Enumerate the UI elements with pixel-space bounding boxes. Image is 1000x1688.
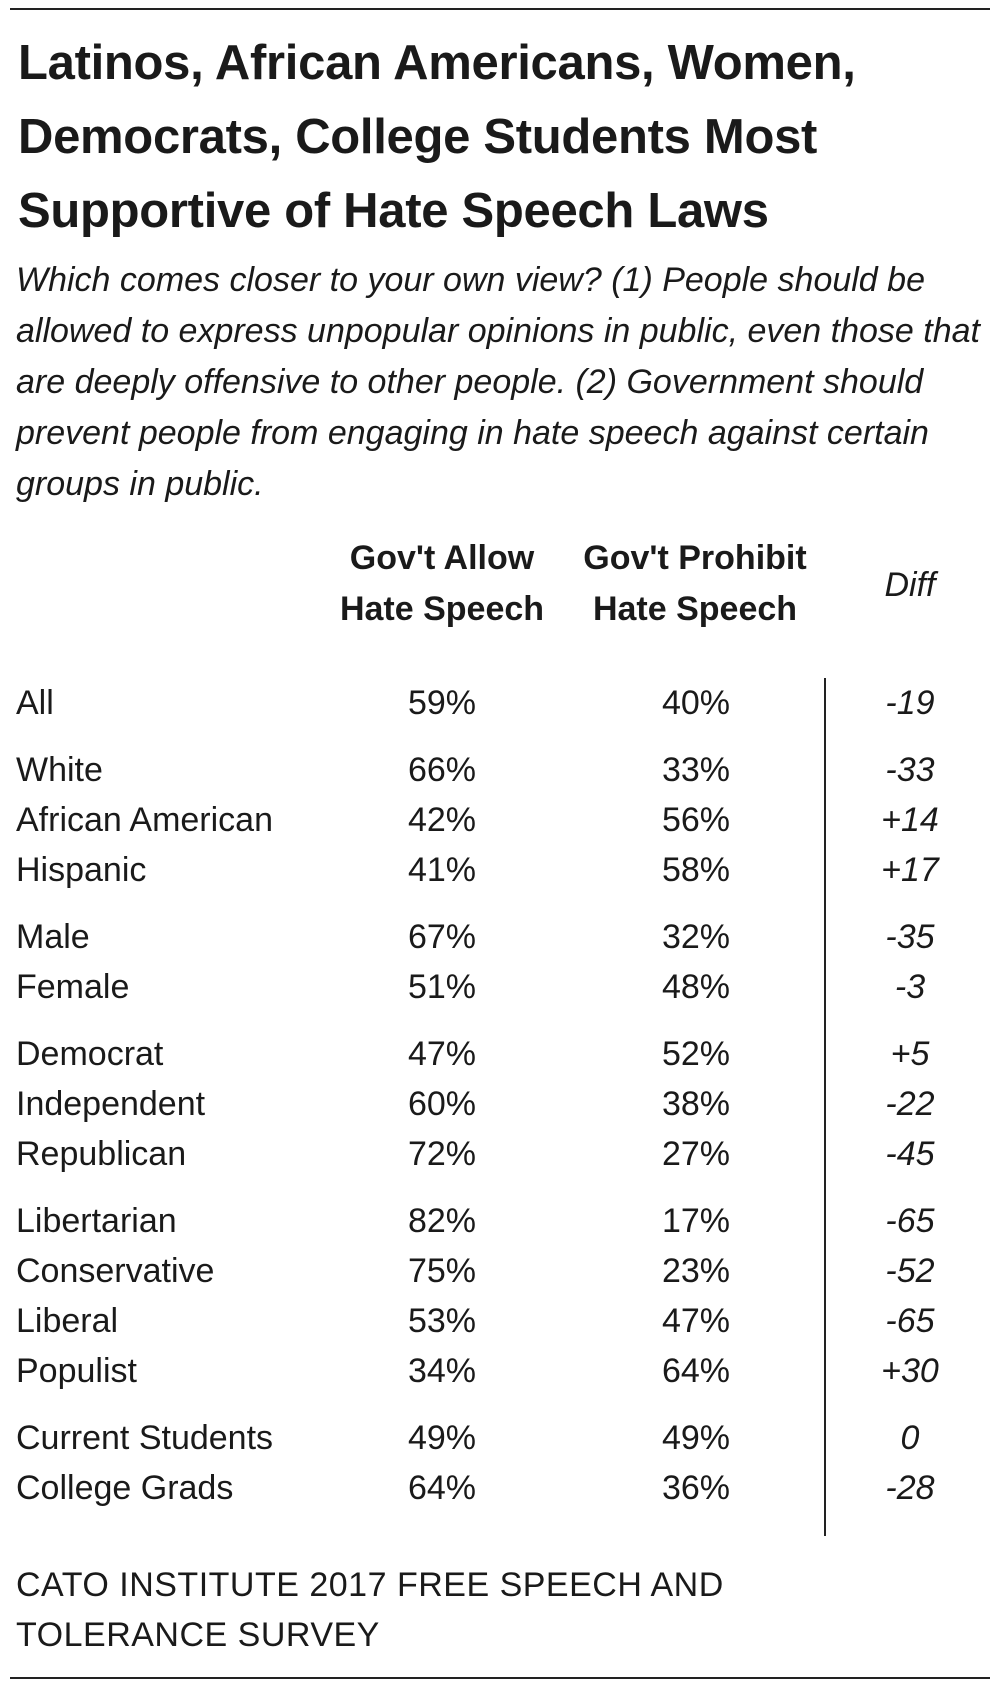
column-header-prohibit-line2: Hate Speech — [592, 590, 798, 628]
allow-value: 60% — [407, 1085, 477, 1123]
allow-value: 66% — [407, 751, 477, 789]
bottom-rule — [10, 1677, 990, 1679]
diff-value: -33 — [885, 751, 935, 789]
diff-value: -35 — [885, 918, 935, 956]
source-note: CATO INSTITUTE 2017 FREE SPEECH AND TOLE… — [16, 1566, 724, 1654]
row-label: Libertarian — [16, 1202, 177, 1240]
prohibit-value: 27% — [661, 1135, 731, 1173]
allow-value: 49% — [407, 1419, 477, 1457]
allow-value: 53% — [407, 1302, 477, 1340]
chart-title: Latinos, African Americans, Women, Democ… — [18, 36, 856, 238]
chart-subtitle: Which comes closer to your own view? (1)… — [16, 261, 980, 503]
prohibit-value: 38% — [661, 1085, 731, 1123]
diff-value: +14 — [881, 801, 939, 839]
prohibit-value: 32% — [661, 918, 731, 956]
allow-value: 82% — [407, 1202, 477, 1240]
column-header-diff: Diff — [884, 566, 936, 604]
table-row: Independent 60% 38% -22 — [0, 1079, 1000, 1129]
row-label: Liberal — [16, 1302, 119, 1340]
table-row: Male 67% 32% -35 — [0, 912, 1000, 962]
prohibit-value: 36% — [661, 1469, 731, 1507]
diff-value: 0 — [900, 1419, 920, 1457]
row-label: Populist — [16, 1352, 137, 1390]
table-row: White 66% 33% -33 — [0, 745, 1000, 795]
diff-value: -52 — [885, 1252, 935, 1290]
row-label: Female — [16, 968, 130, 1006]
row-label: Current Students — [16, 1419, 274, 1457]
diff-value: -19 — [885, 684, 935, 722]
diff-value: +5 — [890, 1035, 930, 1073]
prohibit-value: 23% — [661, 1252, 731, 1290]
top-rule — [10, 8, 990, 10]
prohibit-value: 47% — [661, 1302, 731, 1340]
table-row: All 59% 40% -19 — [0, 678, 1000, 728]
row-label: Conservative — [16, 1252, 215, 1290]
table-row: College Grads 64% 36% -28 — [0, 1463, 1000, 1513]
column-header-allow-line2: Hate Speech — [339, 590, 545, 628]
diff-value: -45 — [885, 1135, 935, 1173]
prohibit-value: 58% — [661, 851, 731, 889]
prohibit-value: 49% — [661, 1419, 731, 1457]
table-row: Libertarian 82% 17% -65 — [0, 1196, 1000, 1246]
allow-value: 75% — [407, 1252, 477, 1290]
diff-value: +30 — [881, 1352, 939, 1390]
allow-value: 42% — [407, 801, 477, 839]
table-row: Populist 34% 64% +30 — [0, 1346, 1000, 1396]
prohibit-value: 52% — [661, 1035, 731, 1073]
diff-value: -22 — [885, 1085, 935, 1123]
column-header-prohibit-line1: Gov't Prohibit — [583, 539, 807, 577]
allow-value: 67% — [407, 918, 477, 956]
column-header-prohibit: Gov't Prohibit Hate Speech — [570, 533, 820, 635]
row-label: Male — [16, 918, 90, 956]
table-row: Liberal 53% 47% -65 — [0, 1296, 1000, 1346]
row-label: White — [16, 751, 103, 789]
allow-value: 47% — [407, 1035, 477, 1073]
table-row: Republican 72% 27% -45 — [0, 1129, 1000, 1179]
prohibit-value: 48% — [661, 968, 731, 1006]
allow-value: 64% — [407, 1469, 477, 1507]
allow-value: 51% — [407, 968, 477, 1006]
prohibit-value: 17% — [661, 1202, 731, 1240]
row-label: College Grads — [16, 1469, 234, 1507]
table-row: Democrat 47% 52% +5 — [0, 1029, 1000, 1079]
column-header-allow: Gov't Allow Hate Speech — [322, 533, 562, 635]
row-label: Hispanic — [16, 851, 147, 889]
table-row: Hispanic 41% 58% +17 — [0, 845, 1000, 895]
row-label: Independent — [16, 1085, 206, 1123]
table-row: Current Students 49% 49% 0 — [0, 1413, 1000, 1463]
diff-value: -28 — [885, 1469, 935, 1507]
diff-value: -3 — [894, 968, 926, 1006]
allow-value: 34% — [407, 1352, 477, 1390]
row-label: All — [16, 684, 54, 722]
diff-value: +17 — [881, 851, 939, 889]
diff-separator-line — [824, 678, 826, 1536]
table-row: African American 42% 56% +14 — [0, 795, 1000, 845]
prohibit-value: 64% — [661, 1352, 731, 1390]
allow-value: 72% — [407, 1135, 477, 1173]
diff-value: -65 — [885, 1302, 935, 1340]
row-label: African American — [16, 801, 273, 839]
row-label: Democrat — [16, 1035, 164, 1073]
table-row: Female 51% 48% -3 — [0, 962, 1000, 1012]
table-row: Conservative 75% 23% -52 — [0, 1246, 1000, 1296]
prohibit-value: 33% — [661, 751, 731, 789]
column-header-allow-line1: Gov't Allow — [349, 539, 535, 577]
diff-value: -65 — [885, 1202, 935, 1240]
prohibit-value: 56% — [661, 801, 731, 839]
allow-value: 59% — [407, 684, 477, 722]
row-label: Republican — [16, 1135, 187, 1173]
prohibit-value: 40% — [661, 684, 731, 722]
allow-value: 41% — [407, 851, 477, 889]
